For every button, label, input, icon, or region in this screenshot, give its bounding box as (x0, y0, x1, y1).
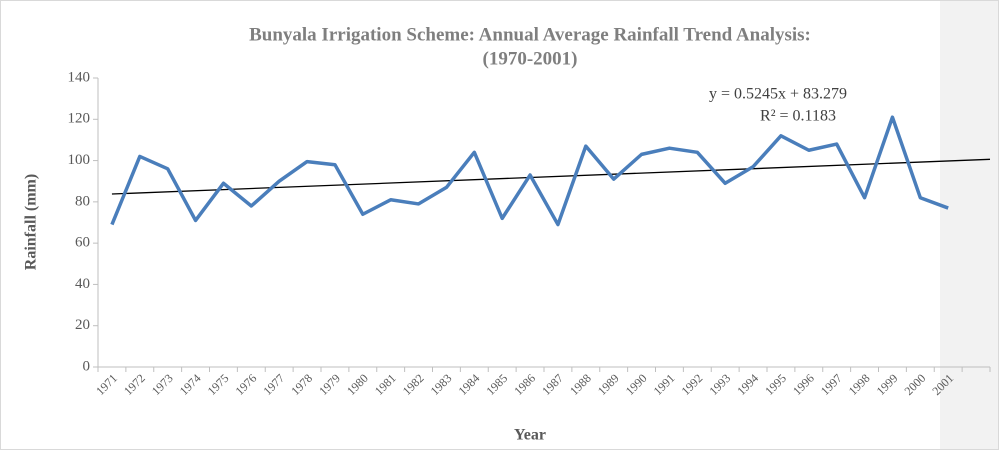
r-squared: R² = 0.1183 (760, 108, 836, 125)
x-tick-label: 1991 (651, 371, 678, 398)
x-tick-label: 1996 (790, 371, 817, 398)
x-tick-label: 1982 (400, 371, 427, 398)
x-tick-label: 1995 (762, 371, 789, 398)
trend-equation: y = 0.5245x + 83.279 (709, 86, 847, 103)
x-tick-label: 1983 (428, 371, 455, 398)
x-tick-label: 1988 (567, 371, 594, 398)
y-tick-label: 80 (75, 193, 90, 209)
x-tick-label: 1976 (233, 371, 260, 398)
x-tick-label: 1971 (93, 371, 120, 398)
y-tick-label: 20 (75, 317, 90, 333)
x-tick-label: 1973 (149, 371, 176, 398)
y-tick-label: 140 (68, 69, 91, 85)
x-tick-label: 1972 (121, 371, 148, 398)
x-tick-label: 1975 (205, 371, 232, 398)
x-tick-label: 1977 (260, 371, 287, 398)
y-axis-title: Rainfall (mm) (23, 174, 40, 270)
x-tick-label: 1993 (706, 371, 733, 398)
y-tick-label: 100 (68, 152, 91, 168)
x-tick-label: 1974 (177, 371, 204, 398)
x-axis-title: Year (514, 427, 546, 444)
x-tick-label: 1998 (846, 371, 873, 398)
y-tick-label: 0 (83, 358, 91, 374)
x-tick-label: 1992 (679, 371, 706, 398)
x-tick-label: 1978 (288, 371, 315, 398)
chart-title: Bunyala Irrigation Scheme: Annual Averag… (249, 24, 811, 45)
x-tick-label: 1987 (539, 371, 566, 398)
x-tick-label: 1997 (818, 371, 845, 398)
y-tick-label: 60 (75, 235, 90, 251)
y-tick-label: 120 (68, 111, 91, 127)
side-strip (940, 0, 999, 450)
x-tick-label: 1989 (595, 371, 622, 398)
x-tick-label: 1980 (344, 371, 371, 398)
x-tick-label: 1999 (874, 371, 901, 398)
data-line (110, 115, 949, 227)
x-tick-label: 1979 (316, 371, 343, 398)
trend-line (111, 158, 991, 195)
chart-subtitle: (1970-2001) (483, 48, 578, 69)
y-tick-label: 40 (75, 276, 90, 292)
x-tick-label: 2000 (902, 371, 929, 398)
x-tick-label: 1986 (511, 371, 538, 398)
x-tick-label: 1990 (623, 371, 650, 398)
x-tick-label: 1985 (483, 371, 510, 398)
x-tick-label: 1984 (456, 371, 483, 398)
x-tick-label: 1981 (372, 371, 399, 398)
x-tick-label: 1994 (734, 371, 761, 398)
